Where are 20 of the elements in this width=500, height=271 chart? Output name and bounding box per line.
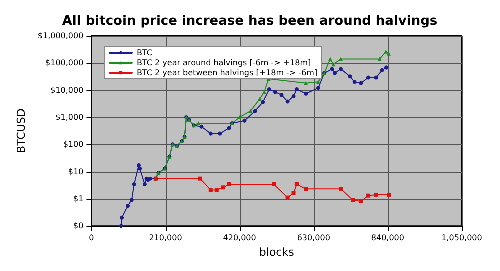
y-tick-label: $1,000,000 <box>38 32 84 40</box>
x-tick-label: 420,000 <box>223 234 256 243</box>
legend-label: BTC <box>137 48 153 58</box>
x-tick-label: 1,050,000 <box>442 234 482 243</box>
y-tick-label: $10 <box>68 167 84 176</box>
y-tick-label: $1 <box>74 194 84 204</box>
y-tick-label: $100 <box>63 140 84 150</box>
x-axis-title: blocks <box>259 246 295 259</box>
x-tick-label: 0 <box>89 234 94 243</box>
y-tick-label: $100,000 <box>46 58 84 68</box>
y-tick-label: $1,000 <box>56 112 84 122</box>
y-axis-title: BTCUSD <box>15 108 28 154</box>
x-tick-label: 630,000 <box>297 234 330 243</box>
y-tick-label: $0 <box>74 222 84 231</box>
x-tick-label: 210,000 <box>149 234 182 243</box>
x-tick-label: 840,000 <box>371 234 404 243</box>
y-tick-label: $10,000 <box>50 86 84 95</box>
legend-label: BTC 2 year around halvings [-6m -> +18m] <box>137 58 312 68</box>
chart-title: All bitcoin price increase has been around halvings <box>62 14 438 29</box>
legend-label: BTC 2 year between halvings [+18m -> -6m] <box>137 68 318 78</box>
